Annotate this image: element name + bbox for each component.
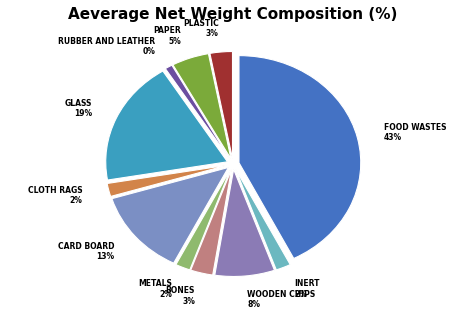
Wedge shape: [215, 169, 274, 276]
Wedge shape: [236, 169, 290, 270]
Text: PAPER
5%: PAPER 5%: [154, 26, 181, 46]
Text: METALS
2%: METALS 2%: [138, 279, 172, 299]
Text: BONES
3%: BONES 3%: [165, 286, 195, 306]
Text: GLASS
19%: GLASS 19%: [64, 99, 92, 118]
Text: RUBBER AND LEATHER
0%: RUBBER AND LEATHER 0%: [58, 37, 155, 56]
Wedge shape: [165, 65, 230, 159]
Wedge shape: [112, 167, 228, 263]
Wedge shape: [191, 169, 232, 275]
Text: CLOTH RAGS
2%: CLOTH RAGS 2%: [28, 186, 82, 205]
Text: WOODEN CHIPS
8%: WOODEN CHIPS 8%: [247, 290, 316, 309]
Wedge shape: [239, 56, 361, 258]
Text: CARD BOARD
13%: CARD BOARD 13%: [58, 242, 115, 261]
Wedge shape: [106, 71, 228, 180]
Wedge shape: [107, 165, 227, 197]
Wedge shape: [210, 52, 232, 159]
Title: Aeverage Net Weight Composition (%): Aeverage Net Weight Composition (%): [68, 7, 398, 22]
Wedge shape: [173, 54, 231, 159]
Text: FOOD WASTES
43%: FOOD WASTES 43%: [383, 123, 446, 142]
Text: INERT
2%: INERT 2%: [294, 279, 319, 299]
Text: PLASTIC
3%: PLASTIC 3%: [183, 19, 219, 38]
Wedge shape: [176, 169, 231, 270]
